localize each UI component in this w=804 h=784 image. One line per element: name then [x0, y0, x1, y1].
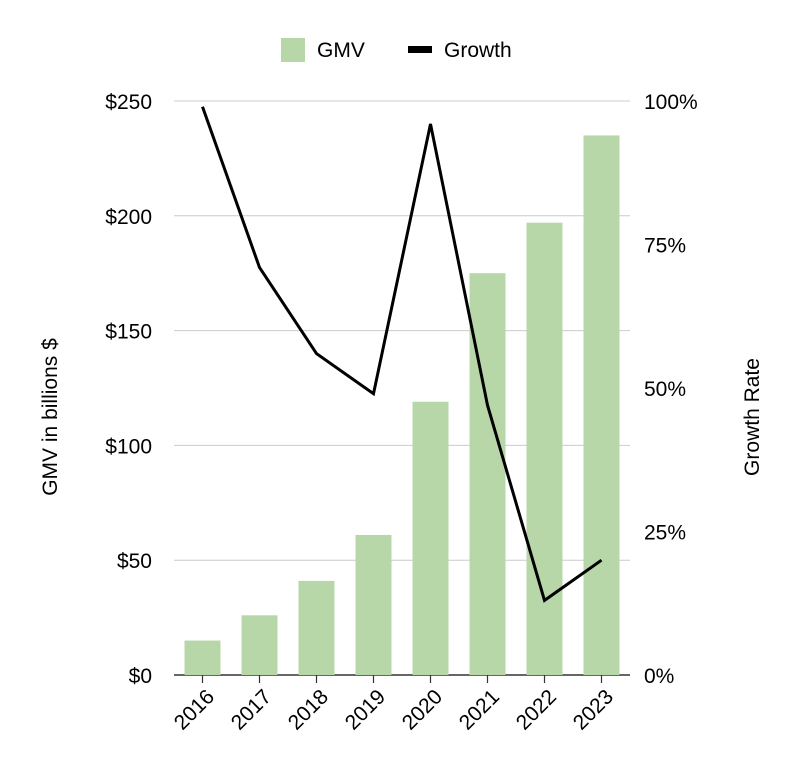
x-tick-label: 2020 — [398, 685, 447, 734]
x-tick-label: 2016 — [170, 685, 219, 734]
bar-gmv-2021 — [469, 273, 506, 675]
y2-tick-label: 0% — [644, 665, 674, 688]
x-tick-label: 2023 — [569, 685, 618, 734]
bar-gmv-2016 — [184, 640, 221, 675]
bar-gmv-2019 — [355, 534, 392, 675]
y2-tick-label: 25% — [644, 522, 686, 545]
legend: GMV Growth — [281, 38, 512, 62]
left-axis-ticks: $0 $50 $100 $150 $200 $250 — [105, 91, 152, 688]
legend-swatch-growth — [408, 46, 432, 53]
y-tick-label: $0 — [129, 665, 152, 688]
y2-tick-label: 100% — [644, 91, 698, 114]
y2-axis-title: Growth Rate — [741, 358, 764, 476]
y-axis-title: GMV in billions $ — [39, 338, 62, 496]
x-tick-label: 2021 — [455, 685, 504, 734]
right-axis-ticks: 0% 25% 50% 75% 100% — [644, 91, 698, 688]
x-tick-label: 2022 — [512, 685, 561, 734]
bar-gmv-2020 — [412, 401, 449, 675]
legend-label-growth: Growth — [444, 39, 512, 62]
bar-gmv-2023 — [583, 135, 620, 675]
x-tick-label: 2018 — [284, 685, 333, 734]
bar-gmv-2018 — [298, 580, 335, 675]
x-axis-ticks: 2016 2017 2018 2019 2020 2021 2022 2023 — [170, 675, 618, 735]
bar-series-gmv — [184, 135, 620, 676]
line-series-growth — [201, 106, 603, 603]
x-tick-label: 2017 — [227, 685, 276, 734]
y2-tick-label: 50% — [644, 378, 686, 401]
bar-gmv-2017 — [241, 615, 278, 675]
growth-line — [201, 106, 603, 603]
y-tick-label: $250 — [105, 91, 152, 114]
y-tick-label: $50 — [117, 550, 152, 573]
legend-label-gmv: GMV — [317, 39, 365, 62]
y-tick-label: $100 — [105, 435, 152, 458]
y-tick-label: $200 — [105, 206, 152, 229]
bar-gmv-2022 — [526, 222, 563, 676]
legend-swatch-gmv — [281, 38, 305, 62]
y2-tick-label: 75% — [644, 235, 686, 258]
y-tick-label: $150 — [105, 321, 152, 344]
x-tick-label: 2019 — [341, 685, 390, 734]
